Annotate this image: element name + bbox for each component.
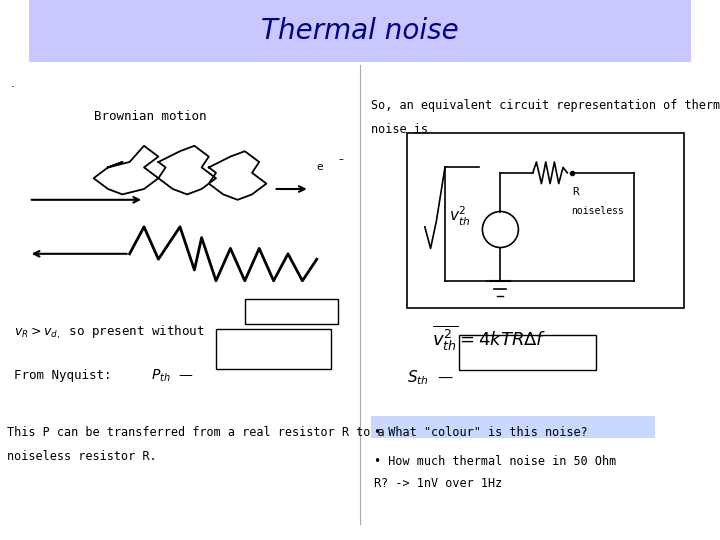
FancyBboxPatch shape	[407, 133, 684, 308]
Text: • How much thermal noise in 50 Ohm: • How much thermal noise in 50 Ohm	[374, 455, 616, 468]
Text: This P can be transferred from a real resistor R to a: This P can be transferred from a real re…	[7, 426, 384, 438]
Text: e: e	[317, 163, 323, 172]
Text: Brownian motion: Brownian motion	[94, 110, 206, 123]
Text: $S_{th}$  —: $S_{th}$ —	[407, 369, 454, 387]
FancyBboxPatch shape	[459, 335, 596, 370]
FancyBboxPatch shape	[29, 0, 691, 62]
Text: noise is: noise is	[371, 123, 428, 136]
Text: –: –	[338, 154, 343, 164]
Text: noiseless: noiseless	[571, 206, 624, 215]
Text: $v^2_{th}$: $v^2_{th}$	[449, 205, 469, 227]
Text: From Nyquist:: From Nyquist:	[14, 369, 112, 382]
Text: R: R	[572, 187, 579, 197]
FancyBboxPatch shape	[245, 299, 338, 324]
Text: noiseless resistor R.: noiseless resistor R.	[7, 450, 157, 463]
Text: $\overline{v^2_{th}} = 4kTR\Delta f$: $\overline{v^2_{th}} = 4kTR\Delta f$	[432, 323, 546, 352]
FancyBboxPatch shape	[216, 329, 331, 369]
Text: R? -> 1nV over 1Hz: R? -> 1nV over 1Hz	[374, 477, 503, 490]
Text: Thermal noise: Thermal noise	[261, 17, 459, 45]
Text: So, an equivalent circuit representation of thermal: So, an equivalent circuit representation…	[371, 99, 720, 112]
Text: • What "colour" is this noise?: • What "colour" is this noise?	[374, 426, 588, 438]
Text: $v_R > v_{d,}$ so present without: $v_R > v_{d,}$ so present without	[14, 323, 205, 341]
FancyBboxPatch shape	[371, 416, 655, 438]
Text: .: .	[11, 77, 15, 90]
Text: $P_{th}$  —: $P_{th}$ —	[151, 367, 194, 383]
